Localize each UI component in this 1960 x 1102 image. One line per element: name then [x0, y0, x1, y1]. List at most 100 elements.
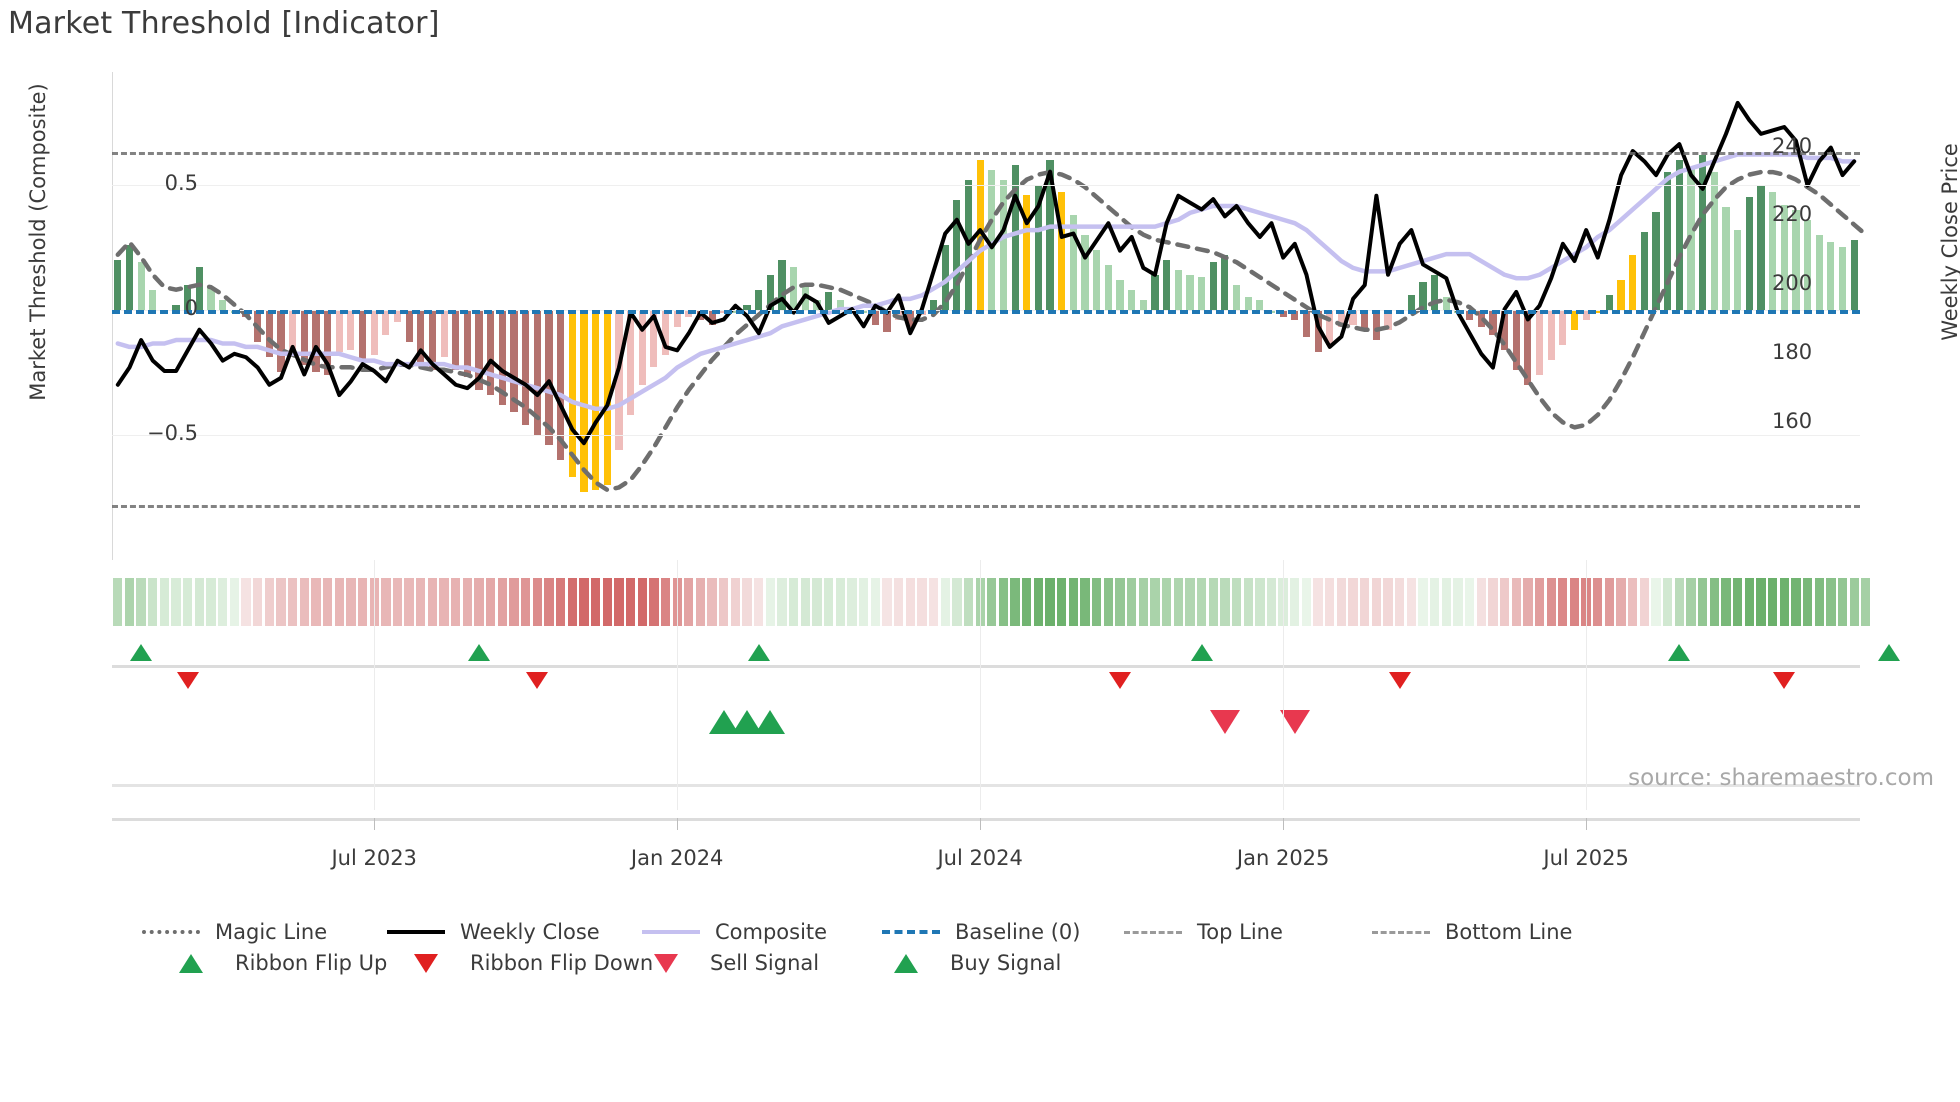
x-axis: Jul 2023 Jan 2024 Jul 2024 Jan 2025 Jul 2025 — [112, 818, 1860, 888]
histogram-bar — [568, 309, 576, 478]
histogram-bar — [172, 304, 180, 310]
histogram-bar — [1034, 184, 1043, 310]
triangle-up-icon — [160, 952, 222, 974]
histogram-bar — [1372, 309, 1380, 340]
histogram-bar — [1011, 164, 1019, 310]
ribbon-flip-up-marker — [468, 644, 491, 661]
legend-item[interactable]: Ribbon Flip Up — [160, 951, 387, 975]
legend-item[interactable]: Baseline (0) — [880, 920, 1080, 944]
ribbon-cell — [1115, 578, 1125, 626]
ribbon-flip-down-marker — [526, 672, 549, 689]
ribbon-cell — [847, 578, 857, 626]
histogram-bar — [289, 309, 297, 355]
ribbon-cell — [1068, 578, 1079, 626]
ribbon-cell — [241, 578, 251, 626]
buy-sell-signal-row — [112, 700, 1860, 770]
x-axis-tick-label: Jul 2025 — [1543, 846, 1629, 870]
ribbon-cell — [1336, 578, 1347, 626]
histogram-bar — [778, 259, 786, 310]
histogram-bar — [603, 309, 611, 485]
ribbon-cell — [905, 578, 915, 626]
histogram-bar — [1722, 207, 1730, 310]
histogram-bar — [976, 159, 984, 310]
ribbon-cell — [1616, 578, 1626, 626]
ribbon-flip-up-marker — [1190, 644, 1213, 661]
histogram-bar — [137, 262, 145, 310]
legend-item[interactable]: Buy Signal — [875, 951, 1061, 975]
histogram-bar — [1827, 242, 1835, 310]
histogram-bar — [1500, 309, 1509, 350]
histogram-bar — [626, 309, 635, 415]
ribbon-cell — [963, 578, 974, 626]
ribbon-cell — [346, 578, 356, 626]
ribbon-cell — [1779, 578, 1789, 626]
histogram-bar — [358, 309, 367, 360]
histogram-bar — [452, 309, 460, 370]
histogram-bar — [580, 309, 588, 493]
legend-item[interactable]: Ribbon Flip Down — [395, 951, 653, 975]
ribbon-cell — [754, 578, 764, 626]
ribbon-cell — [695, 578, 706, 626]
ribbon-cell — [940, 578, 950, 626]
histogram-bar — [1757, 184, 1765, 310]
y-axis-right-label: Weekly Close Price — [1938, 143, 1960, 341]
legend-item[interactable]: Composite — [640, 920, 827, 944]
ribbon-cell — [1290, 578, 1300, 626]
ribbon-cell — [171, 578, 181, 626]
ribbon-cell — [357, 578, 368, 626]
histogram-bar — [335, 309, 343, 353]
ribbon-cell — [276, 578, 286, 626]
histogram-bar — [661, 309, 670, 355]
histogram-bar — [1104, 264, 1112, 310]
y-axis-right-tick: 220 — [1772, 202, 1813, 227]
weekly-close-line — [115, 100, 1857, 446]
histogram-bar — [1850, 239, 1858, 310]
ribbon-cell — [1185, 578, 1195, 626]
ribbon-cell — [998, 578, 1009, 626]
legend-item[interactable]: Weekly Close — [385, 920, 600, 944]
sell-signal-marker — [1209, 710, 1240, 734]
top-line — [112, 152, 1860, 156]
ribbon-cell — [1499, 578, 1510, 626]
histogram-bar — [1431, 274, 1439, 310]
histogram-bar — [766, 274, 775, 310]
x-axis-tick — [1586, 818, 1588, 830]
histogram-bar — [323, 309, 332, 375]
histogram-bar — [219, 299, 227, 310]
ribbon-cell — [684, 578, 694, 626]
histogram-bar — [1326, 309, 1334, 345]
ribbon-cell — [719, 578, 729, 626]
ribbon-cell — [800, 578, 811, 626]
x-axis-tick — [980, 818, 982, 830]
ribbon-cell — [1161, 578, 1172, 626]
histogram-bar — [1058, 192, 1066, 310]
histogram-bar — [533, 309, 541, 435]
triangle-up-icon — [875, 952, 937, 974]
histogram-bar — [638, 309, 646, 385]
legend-dashed-line-icon — [880, 921, 942, 943]
legend-item[interactable]: Top Line — [1122, 920, 1283, 944]
ribbon-cell — [1196, 578, 1207, 626]
ribbon-cell — [544, 578, 554, 626]
legend-line-swatch-icon — [640, 921, 702, 943]
legend-item[interactable]: Sell Signal — [635, 951, 819, 975]
x-axis-tick — [1283, 818, 1285, 830]
lower-divider-line — [112, 784, 1860, 787]
buy-signal-marker — [755, 710, 786, 734]
histogram-bar — [708, 309, 716, 325]
ribbon-cell — [660, 578, 671, 626]
gridline — [112, 184, 1860, 186]
triangle-down-icon — [395, 952, 457, 974]
ribbon-cell — [1511, 578, 1521, 626]
ribbon-cell — [1278, 578, 1288, 626]
legend-item[interactable]: Magic Line — [140, 920, 327, 944]
histogram-bar — [440, 309, 448, 358]
ribbon-cell — [1418, 578, 1428, 626]
ribbon-cell — [579, 578, 589, 626]
histogram-bar — [207, 287, 215, 310]
legend-item[interactable]: Bottom Line — [1370, 920, 1572, 944]
histogram-bar — [1256, 299, 1264, 310]
ribbon-cell — [183, 578, 193, 626]
legend-item-label: Bottom Line — [1445, 920, 1573, 944]
ribbon-cell — [1010, 578, 1020, 626]
